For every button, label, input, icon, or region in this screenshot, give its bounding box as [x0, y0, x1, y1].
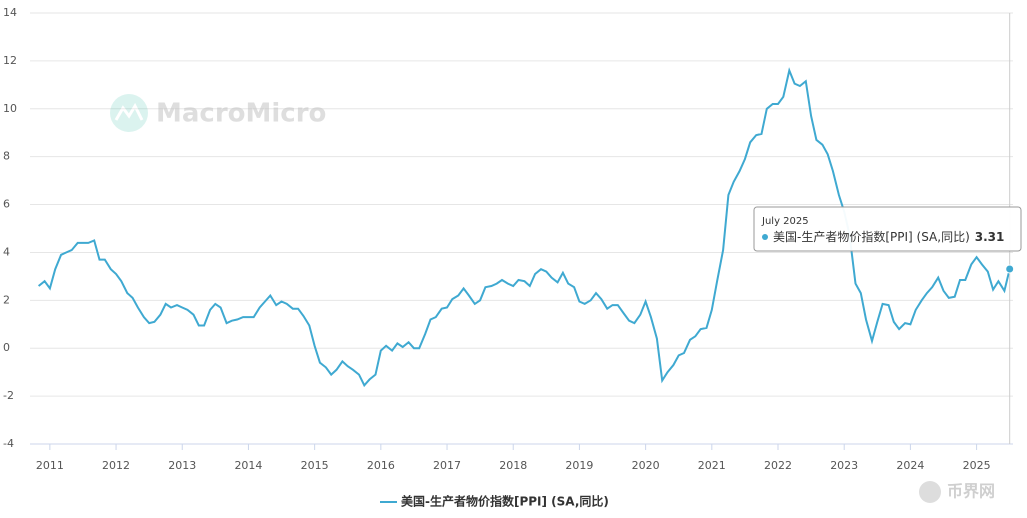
x-tick-label: 2017	[433, 459, 461, 472]
x-tick-label: 2025	[963, 459, 991, 472]
x-tick-label: 2019	[565, 459, 593, 472]
y-tick-label: 4	[3, 245, 10, 258]
tooltip-box	[753, 206, 1022, 252]
x-tick-label: 2014	[234, 459, 262, 472]
y-tick-label: 6	[3, 198, 10, 211]
y-tick-label: 0	[3, 341, 10, 354]
tooltip-dot	[762, 234, 768, 240]
x-tick-label: 2016	[367, 459, 395, 472]
x-tick-label: 2024	[896, 459, 924, 472]
y-tick-label: 2	[3, 293, 10, 306]
x-tick-label: 2013	[168, 459, 196, 472]
watermark: MacroMicro	[156, 99, 326, 129]
tooltip: July 2025 美国-生产者物价指数[PPI] (SA,同比) 3.31	[753, 13, 1022, 444]
watermark-icon	[919, 481, 941, 503]
y-tick-label: -4	[3, 437, 14, 450]
x-tick-label: 2020	[632, 459, 660, 472]
y-tick-label: -2	[3, 389, 14, 402]
x-tick-label: 2021	[698, 459, 726, 472]
legend-label: 美国-生产者物价指数[PPI] (SA,同比)	[401, 494, 609, 509]
watermark-logo	[110, 94, 148, 132]
y-tick-label: 14	[3, 6, 17, 19]
hover-point	[1005, 264, 1015, 274]
x-tick-label: 2015	[301, 459, 329, 472]
y-tick-label: 8	[3, 150, 10, 163]
x-tick-label: 2018	[499, 459, 527, 472]
y-tick-label: 12	[3, 54, 17, 67]
tooltip-name: 美国-生产者物价指数[PPI] (SA,同比)	[773, 229, 970, 244]
x-tick-label: 2012	[102, 459, 130, 472]
y-tick-label: 10	[3, 102, 17, 115]
watermark: 币界网	[947, 482, 995, 501]
x-tick-label: 2011	[36, 459, 64, 472]
x-tick-label: 2022	[764, 459, 792, 472]
x-tick-label: 2023	[830, 459, 858, 472]
tooltip-line: 美国-生产者物价指数[PPI] (SA,同比) 3.31	[773, 229, 1004, 244]
tooltip-title: July 2025	[761, 216, 809, 227]
tooltip-value: 3.31	[975, 230, 1005, 244]
